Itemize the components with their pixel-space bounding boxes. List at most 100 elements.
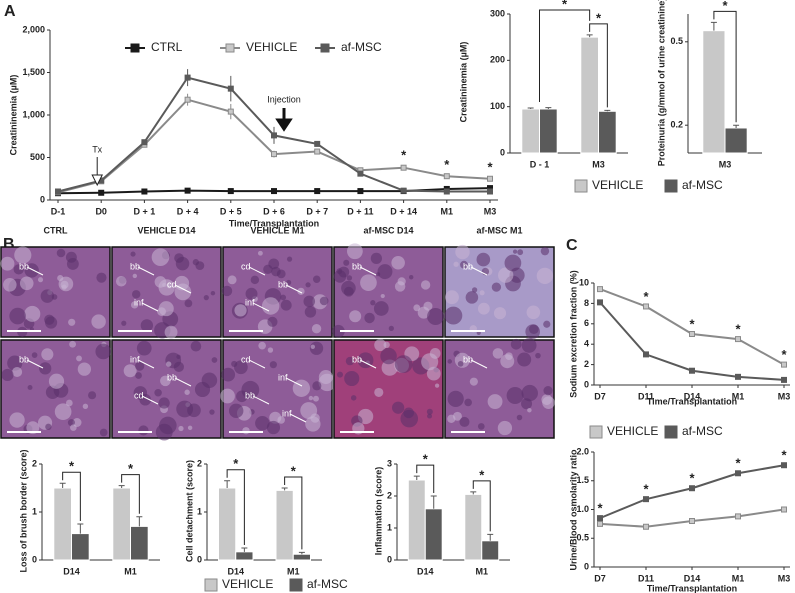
- tissue-texture: [460, 260, 468, 269]
- marker: [735, 513, 741, 520]
- tissue-texture: [267, 316, 278, 327]
- tissue-texture: [297, 287, 305, 295]
- significance-star: *: [291, 463, 297, 478]
- tissue-texture: [210, 290, 216, 296]
- error-bar: [118, 485, 125, 488]
- tissue-texture: [245, 287, 258, 300]
- significance-star: *: [444, 157, 450, 172]
- x-tick-label: D14: [227, 566, 244, 576]
- marker: [781, 462, 787, 469]
- tissue-texture: [158, 301, 174, 317]
- y-tick-label: 1.5: [576, 475, 589, 485]
- tissue-texture: [526, 305, 541, 320]
- tissue-texture: [459, 416, 470, 427]
- significance-star: *: [423, 452, 429, 467]
- tissue-texture: [221, 285, 233, 297]
- tissue-texture: [304, 306, 317, 318]
- y-tick-label: 300: [490, 8, 505, 18]
- significance-star: *: [233, 456, 239, 471]
- tissue-texture: [305, 416, 321, 432]
- label-arrow: [26, 266, 44, 276]
- x-tick-label: D + 7: [306, 206, 328, 216]
- tissue-texture: [201, 372, 218, 389]
- error-bar: [527, 107, 534, 109]
- error-bar: [470, 491, 477, 495]
- tissue-texture: [370, 300, 376, 306]
- significance-star: *: [69, 459, 75, 474]
- tissue-texture: [457, 360, 464, 367]
- y-tick-label: 0: [500, 147, 505, 157]
- x-tick-label: M3: [778, 391, 791, 401]
- tissue-texture: [426, 408, 433, 415]
- x-tick-label: M1: [732, 573, 745, 583]
- label-arrow: [248, 266, 266, 276]
- tissue-texture: [517, 352, 532, 367]
- tissue-texture: [280, 299, 292, 311]
- tissue-texture: [173, 361, 184, 373]
- tissue-texture: [276, 269, 286, 279]
- tissue-texture: [184, 389, 190, 395]
- tissue-texture: [527, 407, 532, 413]
- bar: [464, 493, 483, 561]
- tissue-texture: [487, 394, 503, 409]
- tissue-texture: [512, 249, 518, 254]
- error-bar: [586, 34, 593, 38]
- tissue-texture: [77, 362, 92, 376]
- tissue-texture: [45, 423, 52, 431]
- bar: [130, 525, 149, 561]
- x-tick-label: M3: [778, 573, 791, 583]
- x-tick-label: M1: [732, 391, 745, 401]
- legend-label: VEHICLE: [592, 178, 643, 192]
- significance-star: *: [562, 0, 568, 11]
- y-tick-label: 1: [387, 522, 392, 532]
- tissue-texture: [350, 395, 357, 401]
- marker: [184, 187, 191, 194]
- significance-bracket: [121, 474, 140, 514]
- tissue-texture: [176, 354, 181, 360]
- significance-bracket: [226, 469, 245, 545]
- tissue-texture: [427, 413, 433, 419]
- tissue-texture: [453, 261, 459, 267]
- tissue-texture: [151, 248, 170, 266]
- tissue-texture: [140, 319, 154, 332]
- tissue-texture: [521, 338, 537, 353]
- tissue-texture: [40, 289, 55, 303]
- tissue-texture: [115, 275, 127, 287]
- micrograph-label: bb: [278, 279, 288, 289]
- x-tick-label: M1: [124, 566, 137, 576]
- tissue-texture: [159, 416, 177, 435]
- y-tick-label: 2: [32, 458, 37, 468]
- tissue-texture: [209, 409, 215, 415]
- tissue-texture: [227, 275, 237, 285]
- micrograph-label: inf: [134, 297, 144, 307]
- x-tick-label: D + 5: [220, 206, 242, 216]
- label-arrow: [174, 284, 192, 294]
- error-bar: [77, 523, 84, 534]
- legend-swatch: [664, 425, 678, 439]
- tissue-texture: [178, 425, 184, 432]
- tissue-texture: [380, 293, 385, 299]
- marker: [597, 520, 603, 527]
- significance-bracket: [589, 23, 608, 108]
- error-bar: [136, 516, 143, 527]
- tissue-texture: [318, 373, 336, 392]
- error-bar: [413, 475, 420, 480]
- error-bar: [430, 495, 437, 509]
- bar: [53, 487, 72, 561]
- tissue-texture: [346, 275, 353, 281]
- annotation: Injection: [267, 94, 301, 104]
- marker: [357, 188, 364, 195]
- error-bar: [733, 124, 740, 128]
- micrograph-title: CTRL: [44, 225, 68, 235]
- tissue-texture: [310, 344, 316, 350]
- marker: [271, 132, 277, 139]
- marker: [643, 523, 649, 530]
- x-axis-label: Time/Transplantation: [647, 583, 737, 593]
- significance-star: *: [689, 316, 695, 331]
- tissue-texture: [187, 425, 193, 431]
- legend-label: CTRL: [151, 40, 183, 54]
- x-tick-label: D + 6: [263, 206, 285, 216]
- error-bar: [487, 533, 494, 541]
- tissue-texture: [377, 264, 393, 280]
- tissue-texture: [135, 361, 145, 371]
